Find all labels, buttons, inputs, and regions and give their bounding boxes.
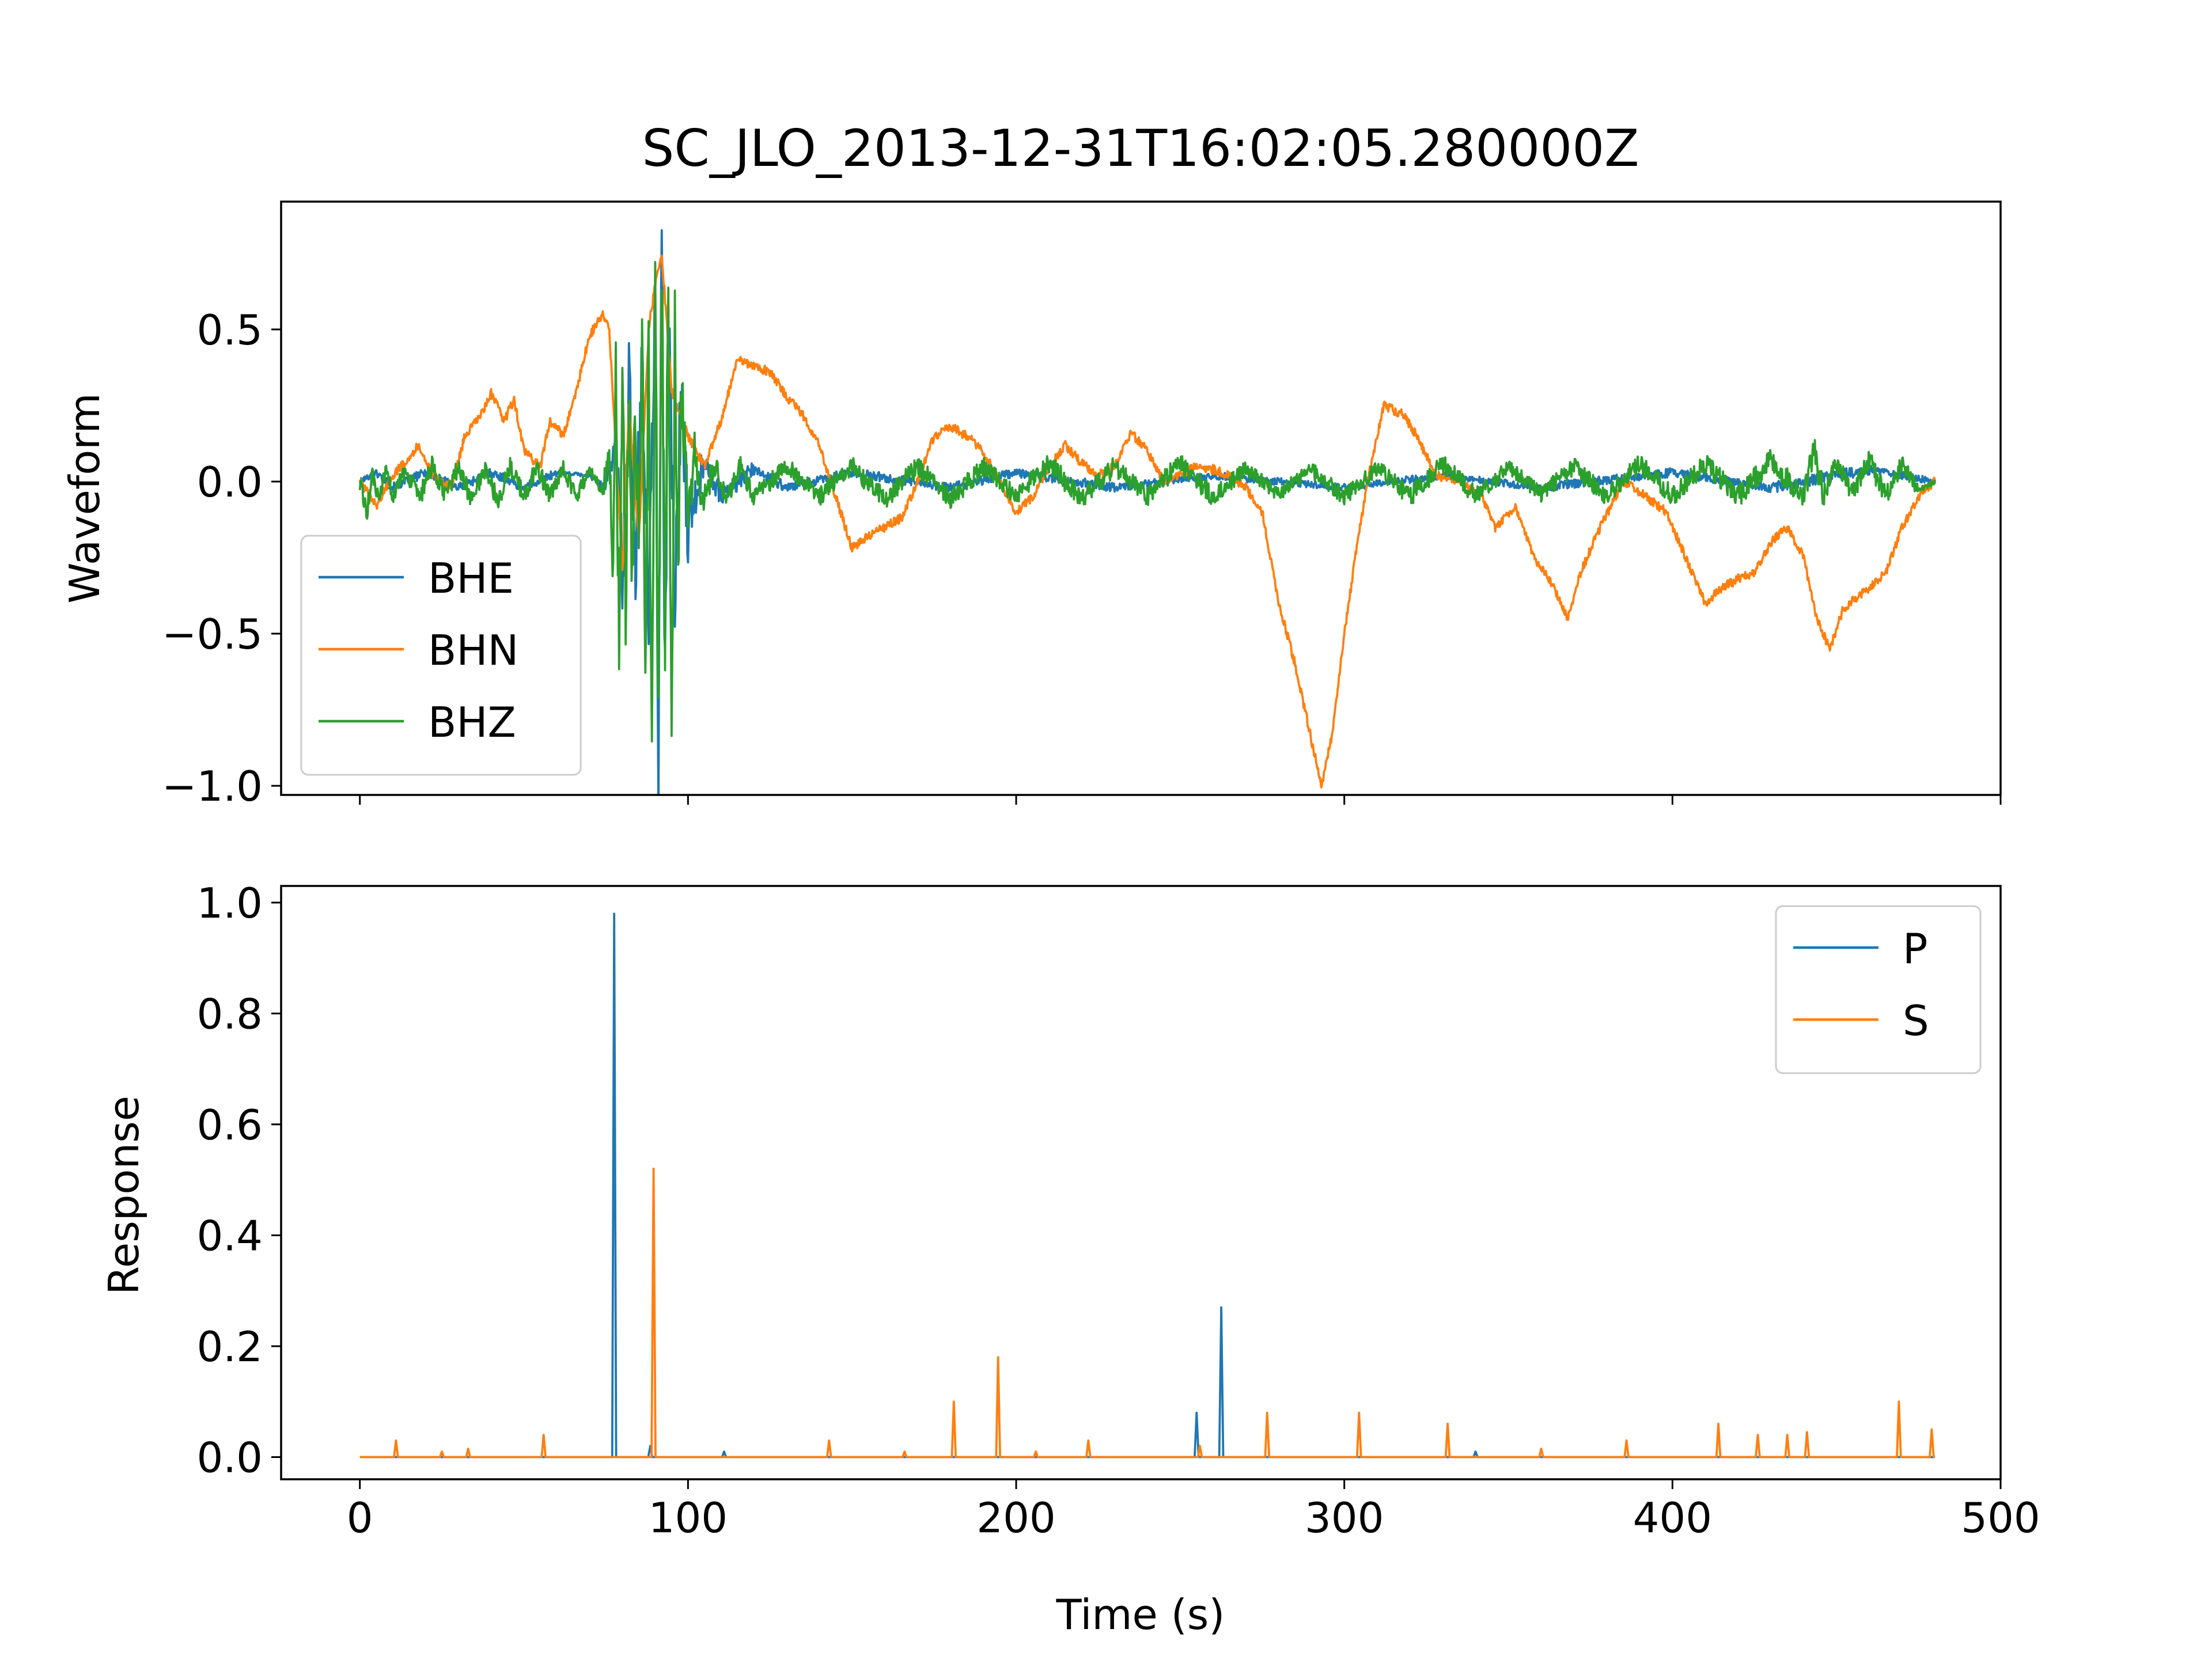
response-axes-frame bbox=[280, 885, 2002, 1480]
y-tick-label: 0.0 bbox=[196, 458, 263, 506]
x-tick-label: 0 bbox=[347, 1494, 373, 1542]
legend-label-bhz: BHZ bbox=[428, 698, 516, 747]
y-tick-label: 0.5 bbox=[196, 306, 263, 354]
legend-frame bbox=[1775, 905, 1982, 1074]
series-line-bhz bbox=[358, 261, 1936, 743]
legend-label-bhe: BHE bbox=[428, 554, 514, 603]
response-legend: PS bbox=[1775, 905, 1982, 1074]
response-y-axis-label: Response bbox=[100, 1096, 148, 1295]
figure-title: SC_JLO_2013-12-31T16:02:05.280000Z bbox=[642, 119, 1639, 178]
y-tick-label: 0.0 bbox=[196, 1433, 263, 1482]
response-x-ticks: 0 100 200 300 400 500 bbox=[347, 1479, 2040, 1542]
legend-frame bbox=[300, 535, 582, 776]
x-tick-label: 200 bbox=[976, 1494, 1055, 1542]
response-panel: 0 100 200 300 400 500 0.0 0.2 0.4 0.6 0.8 1.0 Resp… bbox=[100, 879, 2040, 1639]
response-y-ticks: 0.0 0.2 0.4 0.6 0.8 1.0 bbox=[196, 879, 281, 1482]
waveform-legend: BHE BHN BHZ bbox=[300, 535, 582, 776]
x-tick-label: 300 bbox=[1305, 1494, 1384, 1542]
legend-label-s: S bbox=[1903, 997, 1929, 1045]
response-plot-area bbox=[359, 912, 1936, 1459]
response-x-axis-label: Time (s) bbox=[1056, 1590, 1225, 1639]
y-tick-label: 0.2 bbox=[196, 1323, 263, 1371]
waveform-y-ticks: −1.0 −0.5 0.0 0.5 bbox=[162, 306, 281, 810]
x-tick-label: 100 bbox=[649, 1494, 728, 1542]
legend-label-p: P bbox=[1903, 925, 1927, 973]
waveform-y-axis-label: Waveform bbox=[60, 393, 109, 603]
y-tick-label: −0.5 bbox=[162, 610, 263, 658]
x-tick-label: 500 bbox=[1961, 1494, 2040, 1542]
waveform-panel: −1.0 −0.5 0.0 0.5 Waveform BHE BHN BHZ bbox=[60, 200, 2002, 810]
y-tick-label: 0.6 bbox=[196, 1101, 263, 1149]
y-tick-label: 0.4 bbox=[196, 1211, 263, 1260]
y-tick-label: 0.8 bbox=[196, 990, 263, 1038]
x-tick-label: 400 bbox=[1633, 1494, 1712, 1542]
waveform-axes-frame bbox=[280, 200, 2002, 796]
series-line-s bbox=[359, 1168, 1936, 1459]
legend-label-bhn: BHN bbox=[428, 626, 518, 675]
y-tick-label: −1.0 bbox=[162, 762, 263, 810]
series-line-bhn bbox=[358, 254, 1936, 789]
y-tick-label: 1.0 bbox=[196, 879, 263, 927]
waveform-x-ticks bbox=[359, 795, 2002, 805]
waveform-plot-area bbox=[358, 229, 1936, 795]
